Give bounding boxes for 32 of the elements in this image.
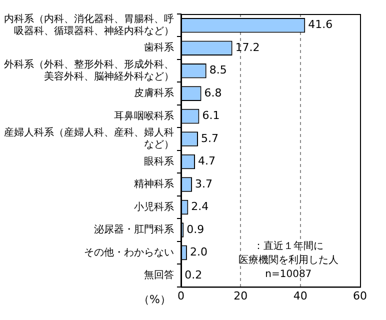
y-tick-label: その他・わからない: [84, 246, 174, 258]
data-label: 6.8: [204, 86, 222, 100]
annotation: 医療機関を利用した人: [238, 254, 338, 266]
x-tick-label: 40: [293, 289, 308, 302]
y-tick-label: 耳鼻咽喉科系: [114, 110, 174, 122]
x-tick-label: 0: [178, 289, 184, 302]
x-tick-label: 20: [234, 289, 248, 302]
y-tick-label: 無回答: [144, 269, 174, 282]
y-tick-label: 内科系（内科、消化器科、胃腸科、呼吸器科、循環器科、神経内科など）: [4, 12, 174, 37]
data-label: 17.2: [235, 40, 260, 54]
data-label: 0.2: [184, 268, 202, 282]
annotation: ：直近１年間に: [253, 240, 324, 252]
y-tick-label: 外科系（外科、整形外科、形成外科、美容外科、脳神経外科など）: [4, 58, 174, 82]
y-tick-label: 泌尿器・肛門科系: [94, 224, 174, 236]
data-label: 3.7: [195, 177, 213, 190]
annotation: n=10087: [265, 268, 312, 280]
data-label: 2.0: [190, 246, 208, 259]
y-tick-label: 小児科系: [134, 200, 174, 213]
y-tick-label: 歯科系: [144, 42, 174, 54]
y-tick-label: 精神科系: [134, 178, 174, 190]
x-tick-label: 60: [353, 289, 367, 302]
data-label: 0.9: [186, 222, 204, 236]
y-tick-label: 産婦人科系（産婦人科、産科、婦人科など）: [4, 126, 174, 151]
data-label: 4.7: [198, 154, 216, 168]
data-label: 5.7: [201, 132, 219, 145]
x-axis-title: （%）: [138, 293, 171, 306]
data-label: 6.1: [202, 109, 220, 122]
data-label: 8.5: [209, 64, 227, 77]
data-label: 41.6: [308, 18, 333, 32]
data-label: 2.4: [191, 200, 209, 214]
y-tick-label: 皮膚科系: [134, 87, 174, 100]
y-tick-label: 眼科系: [144, 155, 174, 168]
